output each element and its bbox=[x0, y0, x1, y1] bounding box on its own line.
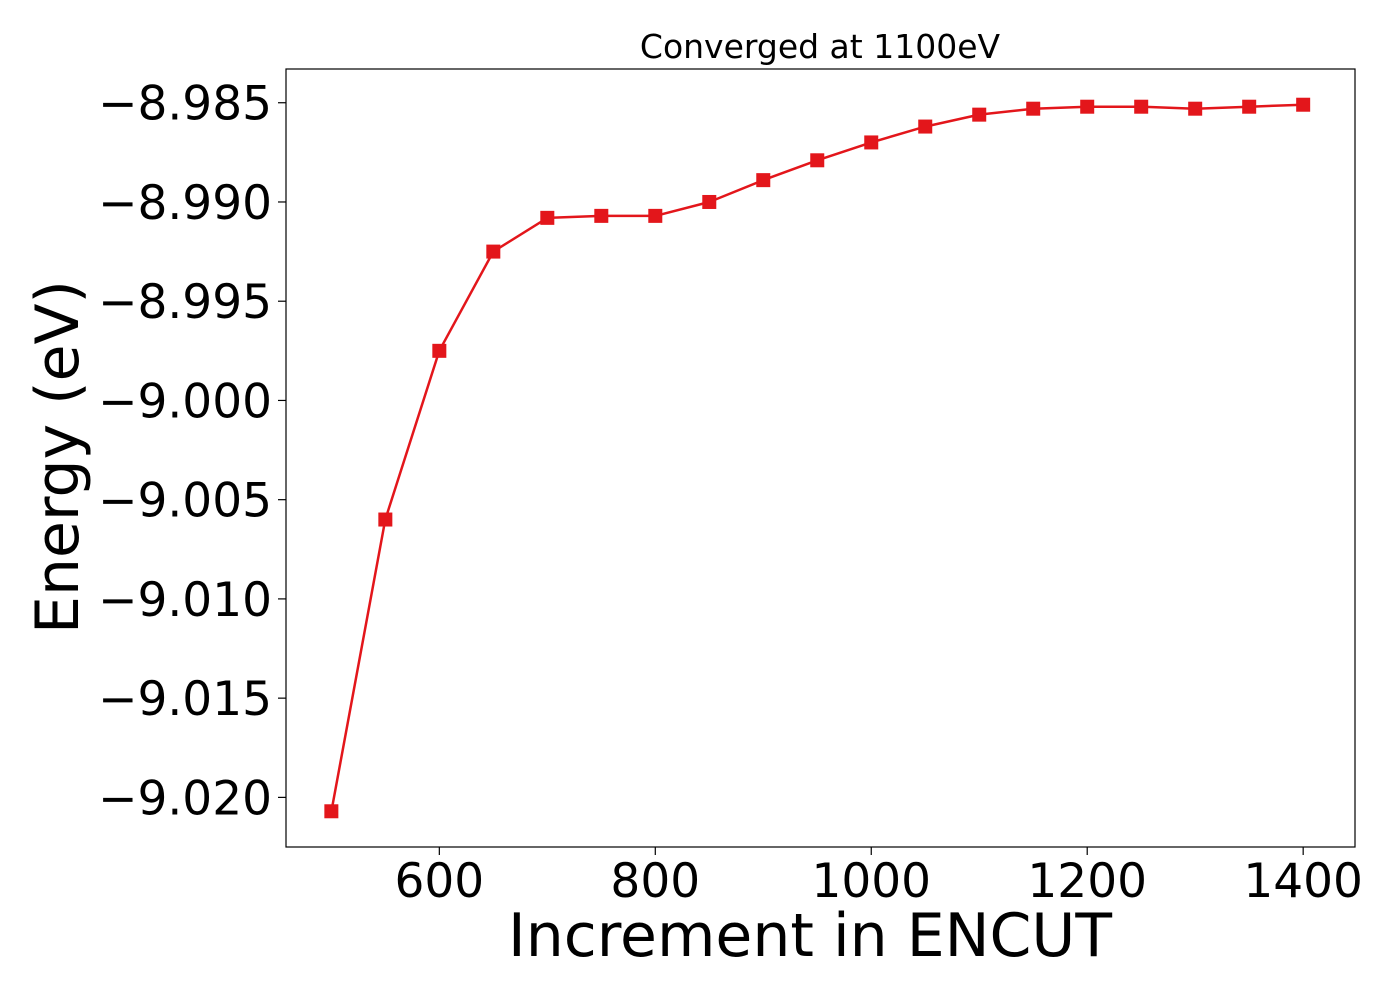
y-tick-label: −9.015 bbox=[98, 672, 272, 727]
x-tick-label: 1200 bbox=[1027, 854, 1147, 909]
data-point-marker bbox=[1188, 101, 1203, 116]
y-tick-label: −9.010 bbox=[98, 573, 272, 628]
y-tick-label: −9.005 bbox=[98, 474, 272, 529]
y-tick-label: −8.995 bbox=[98, 275, 272, 330]
plot-area: 600 800 1000 1200 1400 −8.985 −8.990 −8.995 −9.0… bbox=[98, 68, 1363, 909]
data-point-marker bbox=[972, 107, 987, 122]
data-point-marker bbox=[864, 135, 879, 150]
data-point-marker bbox=[1026, 101, 1041, 116]
data-point-marker bbox=[594, 208, 609, 223]
data-point-marker bbox=[648, 208, 663, 223]
x-tick-label: 600 bbox=[394, 854, 484, 909]
data-point-marker bbox=[918, 119, 933, 134]
data-point-marker bbox=[324, 804, 339, 819]
x-tick-label: 800 bbox=[610, 854, 700, 909]
x-tick-label: 1400 bbox=[1243, 854, 1363, 909]
chart-title: Converged at 1100eV bbox=[640, 27, 1001, 66]
y-tick-label: −9.020 bbox=[98, 771, 272, 826]
data-point-marker bbox=[1080, 99, 1095, 114]
y-tick-label: −9.000 bbox=[98, 374, 272, 429]
data-point-marker bbox=[540, 210, 555, 225]
data-point-marker bbox=[486, 244, 501, 259]
x-tick-label: 1000 bbox=[811, 854, 931, 909]
data-point-marker bbox=[810, 153, 825, 168]
axes-frame bbox=[285, 68, 1356, 848]
y-axis-label: Energy (eV) bbox=[23, 280, 93, 634]
data-point-marker bbox=[432, 343, 447, 358]
data-point-marker bbox=[702, 194, 717, 209]
x-axis-label: Increment in ENCUT bbox=[508, 901, 1112, 971]
data-point-marker bbox=[1296, 97, 1311, 112]
y-tick-label: −8.990 bbox=[98, 176, 272, 231]
y-tick-label: −8.985 bbox=[98, 77, 272, 132]
data-point-marker bbox=[756, 173, 771, 188]
data-point-marker bbox=[1134, 99, 1149, 114]
data-point-marker bbox=[378, 512, 393, 527]
series-line bbox=[330, 103, 1304, 812]
data-point-marker bbox=[1242, 99, 1257, 114]
